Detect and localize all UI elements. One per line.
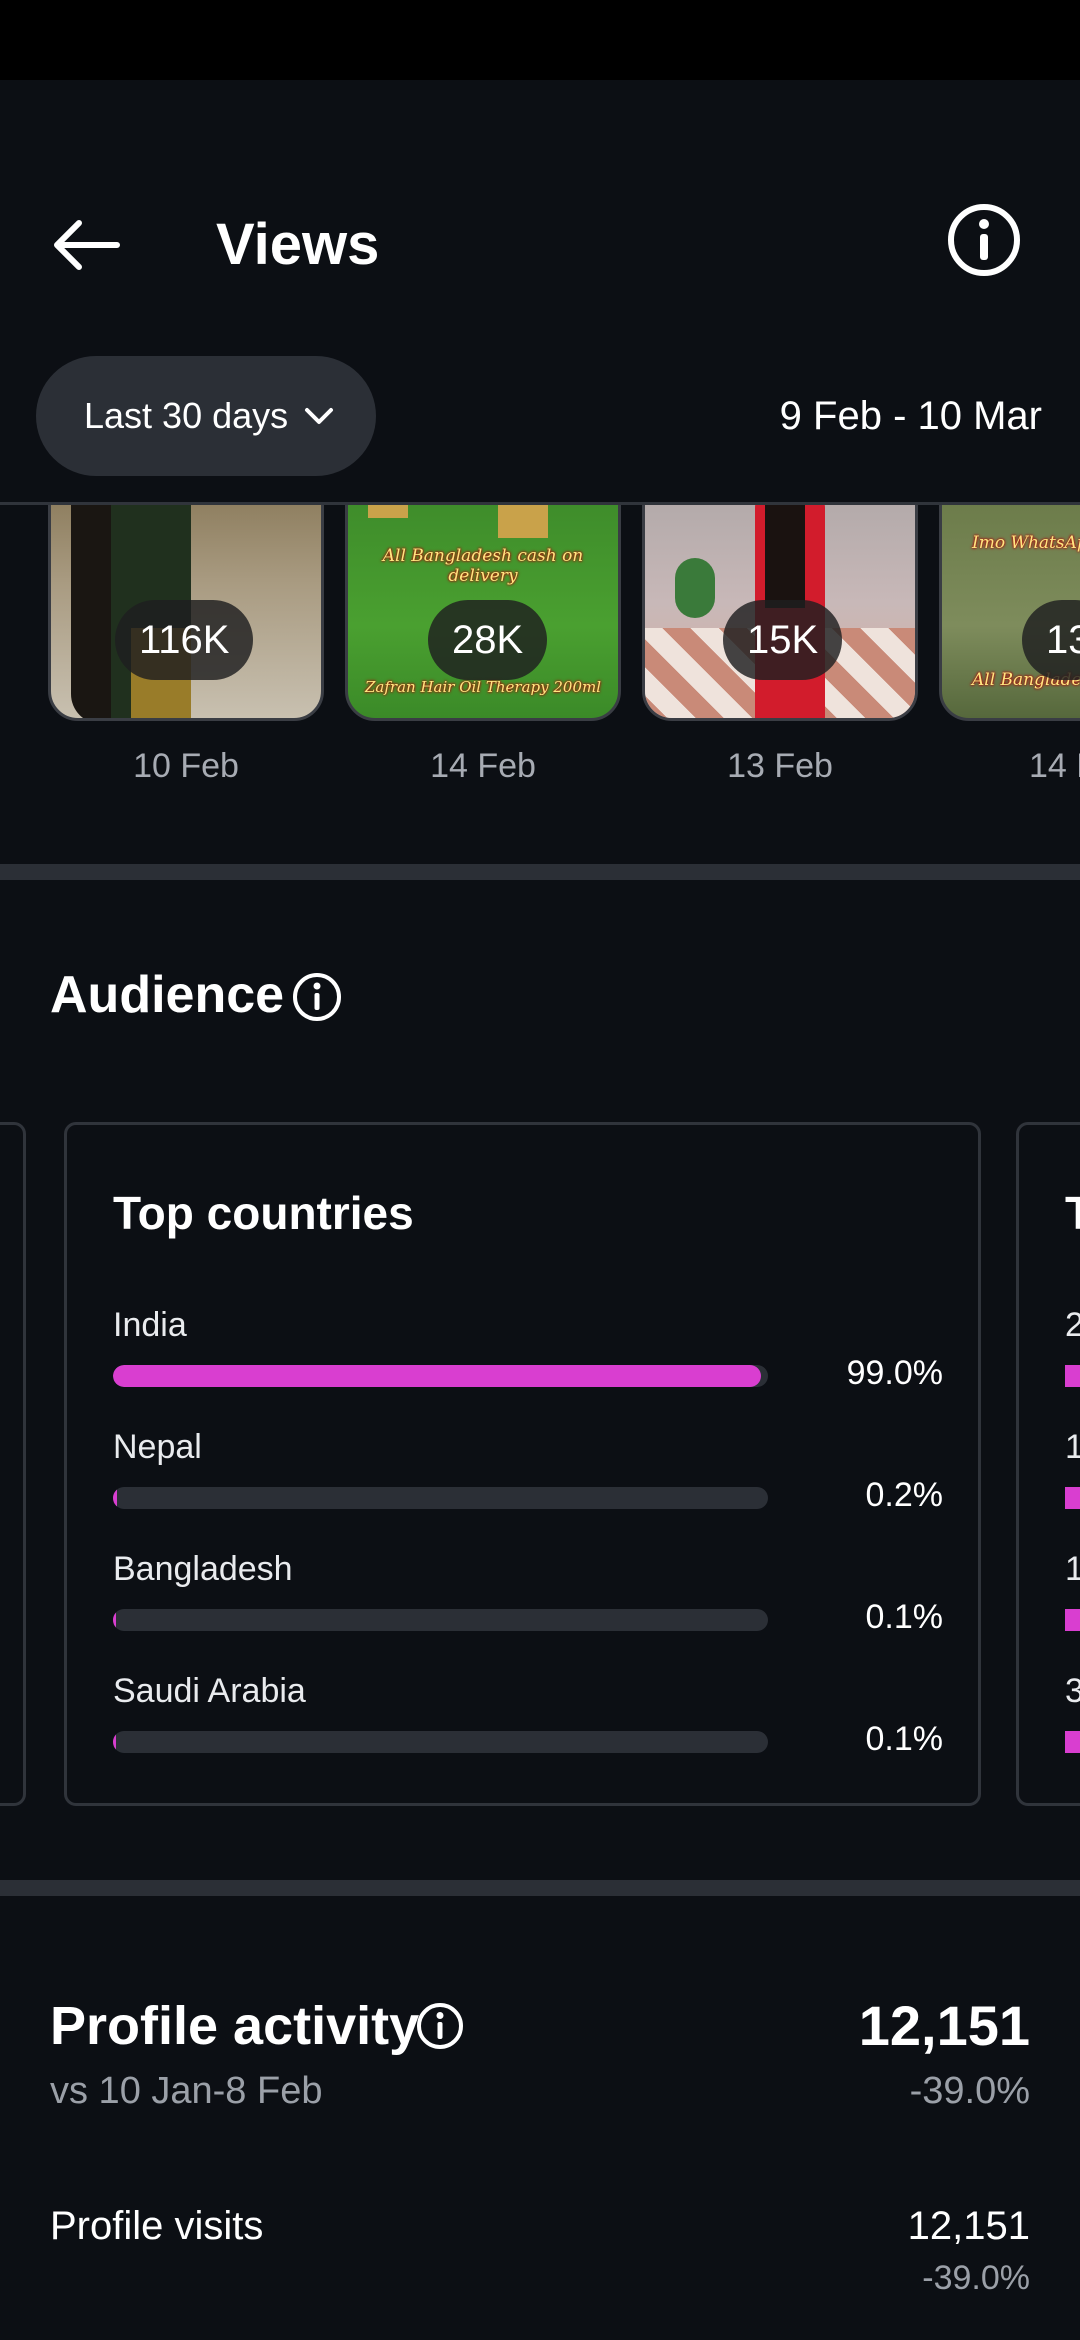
next-audience-card[interactable]: T 2 1 1 3 — [1016, 1122, 1080, 1806]
thumbnail-caption: All Bangladesh cash on delivery — [382, 546, 584, 586]
country-name: Nepal — [113, 1428, 202, 1466]
views-badge: 116K — [115, 600, 254, 680]
top-countries-card: Top countries India 99.0% Nepal 0.2% Ban… — [64, 1122, 981, 1806]
country-bar-track — [113, 1365, 768, 1387]
page-title: Views — [216, 212, 380, 277]
country-row: Bangladesh 0.1% — [113, 1547, 943, 1657]
thumbnail-date: 14 Feb — [430, 747, 536, 785]
profile-activity-info-button[interactable] — [414, 2000, 466, 2052]
country-percent: 0.1% — [865, 1720, 944, 1758]
peek-bar — [1065, 1365, 1080, 1387]
country-row: Saudi Arabia 0.1% — [113, 1669, 943, 1779]
content-thumbnail[interactable]: 15K — [642, 505, 918, 721]
country-name: Bangladesh — [113, 1550, 293, 1588]
peek-row: 1 — [1065, 1547, 1080, 1657]
section-divider — [0, 1880, 1080, 1896]
section-divider — [0, 864, 1080, 880]
profile-activity-title: Profile activity — [50, 1996, 420, 2056]
peek-row: 1 — [1065, 1425, 1080, 1535]
audience-info-button[interactable] — [290, 970, 344, 1024]
date-range-dropdown[interactable]: Last 30 days — [36, 356, 376, 476]
profile-visits-label: Profile visits — [50, 2204, 264, 2248]
country-bar-track — [113, 1731, 768, 1753]
peek-bar — [1065, 1609, 1080, 1631]
top-content-strip: 116K 10 Feb All Bangladesh cash on deliv… — [0, 505, 1080, 805]
arrow-left-icon — [54, 220, 120, 270]
info-icon — [293, 973, 341, 1021]
country-percent: 99.0% — [846, 1354, 943, 1392]
country-percent: 0.1% — [865, 1598, 944, 1636]
thumbnail-caption-2: Zafran Hair Oil Therapy 200ml — [364, 678, 602, 696]
country-bar-fill — [113, 1731, 116, 1753]
peek-row-label: 3 — [1065, 1669, 1080, 1713]
country-row: Nepal 0.2% — [113, 1425, 943, 1535]
date-range-text: 9 Feb - 10 Mar — [779, 394, 1042, 438]
chevron-down-icon — [305, 408, 334, 424]
profile-activity-change: -39.0% — [909, 2070, 1030, 2112]
country-bar-fill — [113, 1609, 116, 1631]
country-percent: 0.2% — [865, 1476, 944, 1514]
profile-visits-change: -39.0% — [922, 2259, 1030, 2297]
audience-title: Audience — [50, 966, 285, 1024]
thumbnail-date: 10 Feb — [133, 747, 239, 785]
content-thumbnail[interactable]: 116K — [48, 505, 324, 721]
country-name: India — [113, 1306, 187, 1344]
card-title: Top countries — [113, 1187, 414, 1239]
profile-visits-value: 12,151 — [907, 2204, 1030, 2248]
country-bar-track — [113, 1609, 768, 1631]
back-button[interactable] — [40, 200, 130, 290]
status-bar — [0, 0, 1080, 80]
previous-audience-card[interactable] — [0, 1122, 26, 1806]
country-bar-track — [113, 1487, 768, 1509]
peek-bar — [1065, 1487, 1080, 1509]
peek-bar — [1065, 1731, 1080, 1753]
peek-row: 3 — [1065, 1669, 1080, 1779]
info-icon — [948, 204, 1020, 276]
country-bar-fill — [113, 1365, 762, 1387]
header-divider — [0, 502, 1080, 505]
info-button[interactable] — [944, 200, 1024, 280]
card-title: T — [1065, 1183, 1080, 1243]
country-name: Saudi Arabia — [113, 1672, 306, 1710]
peek-row: 2 — [1065, 1303, 1080, 1413]
thumbnail-date: 14 F — [1029, 747, 1080, 785]
country-bar-fill — [113, 1487, 117, 1509]
peek-row-label: 1 — [1065, 1547, 1080, 1591]
views-badge: 28K — [428, 600, 548, 680]
thumbnail-caption: Imo WhatsApp — [972, 533, 1080, 553]
views-badge: 13 — [1022, 600, 1080, 680]
content-thumbnail[interactable]: All Bangladesh cash on delivery Zafran H… — [345, 505, 621, 721]
views-badge: 15K — [723, 600, 843, 680]
peek-row-label: 2 — [1065, 1303, 1080, 1347]
country-row: India 99.0% — [113, 1303, 943, 1413]
content-thumbnail[interactable]: Imo WhatsApp All Bangladesh 13 — [939, 505, 1080, 721]
thumbnail-date: 13 Feb — [727, 747, 833, 785]
profile-activity-total: 12,151 — [858, 1994, 1030, 2057]
comparison-period: vs 10 Jan-8 Feb — [50, 2070, 323, 2112]
peek-row-label: 1 — [1065, 1425, 1080, 1469]
date-range-dropdown-label: Last 30 days — [84, 395, 289, 436]
info-icon — [417, 2003, 463, 2049]
